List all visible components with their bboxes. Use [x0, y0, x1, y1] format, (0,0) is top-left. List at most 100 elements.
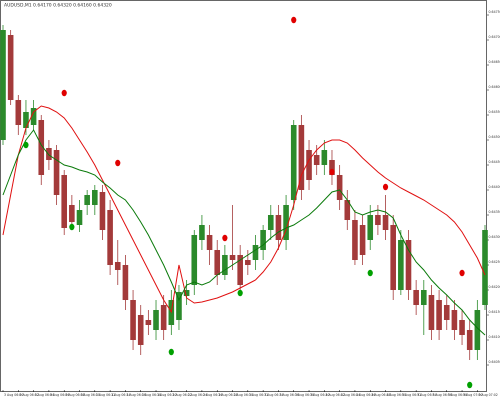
candle-body [69, 205, 75, 222]
x-tick-label: 3 Aug 06:06 [50, 393, 69, 397]
x-tick-label: 3 Aug 06:16 [126, 393, 145, 397]
candle-body [245, 260, 251, 265]
x-tick-label: 3 Aug 06:44 [341, 393, 360, 397]
candle-body [451, 310, 458, 330]
candle-body [176, 292, 182, 320]
candle-body [229, 255, 236, 260]
candle-body [321, 150, 328, 165]
candle-body [153, 310, 159, 330]
candle-body [260, 230, 266, 250]
x-tick-label: 3 Aug 07:02 [478, 393, 497, 397]
candle-body [474, 310, 481, 350]
candle-body [313, 155, 320, 165]
signal-dot [367, 269, 373, 277]
candle-body [114, 262, 121, 270]
x-tick-label: 3 Aug 06:34 [264, 393, 283, 397]
signal-dot [23, 141, 29, 149]
x-tick-label: 3 Aug 06:38 [295, 393, 314, 397]
signal-dot [222, 234, 228, 242]
candle-body [53, 150, 60, 195]
candle-body [329, 160, 335, 175]
x-tick-label: 3 Aug 06:02 [19, 393, 38, 397]
candle-body [398, 240, 404, 290]
candle-body [267, 215, 274, 230]
candle-body [298, 125, 305, 190]
candle-body [92, 190, 98, 205]
candle-body [145, 320, 152, 325]
candle-body [38, 120, 45, 175]
x-tick-label: 3 Aug 06:52 [402, 393, 421, 397]
candle-body [275, 215, 282, 240]
candle-body [183, 290, 190, 296]
signal-dot [291, 16, 297, 24]
x-tick-label: 3 Aug 06:46 [356, 393, 375, 397]
signal-dot [61, 89, 67, 97]
candle-body [283, 205, 289, 240]
candle-body [382, 215, 389, 230]
x-tick-label: 3 Aug 06:14 [111, 393, 130, 397]
candle-body [206, 235, 213, 250]
candle-body [130, 300, 136, 340]
x-tick-label: 3 Aug 06:12 [96, 393, 115, 397]
candle-body [390, 225, 396, 290]
candle-body [99, 192, 106, 230]
candle-body [122, 265, 129, 300]
x-tick-label: 3 Aug 06:32 [249, 393, 268, 397]
candle-body [359, 225, 366, 255]
x-tick-label: 3 Aug 06:40 [310, 393, 329, 397]
x-tick-label: 3 Aug 06:08 [65, 393, 84, 397]
y-tick-label: 0.64750 [489, 10, 500, 14]
x-tick-label: 3 Aug 06:24 [188, 393, 207, 397]
candle-body [7, 35, 14, 100]
x-tick-label: 3 Aug 07:00 [463, 393, 482, 397]
candle-body [344, 200, 351, 220]
candle-body [413, 290, 419, 305]
candle-body [84, 195, 90, 205]
x-tick-label: 3 Aug 06:42 [325, 393, 344, 397]
x-tick-label: 3 Aug 06:00 [4, 393, 23, 397]
candle-body [352, 220, 358, 260]
signal-dot [467, 381, 473, 389]
indicator-line [2, 105, 486, 314]
candle-body [436, 300, 442, 330]
candle-body [306, 150, 312, 180]
candle-body [107, 210, 113, 265]
signal-dot [69, 223, 75, 231]
candle-body [367, 215, 374, 240]
x-tick-label: 3 Aug 06:20 [157, 393, 176, 397]
candle-body [46, 148, 52, 160]
x-tick-label: 3 Aug 06:22 [172, 393, 191, 397]
x-tick-label: 3 Aug 06:48 [371, 393, 390, 397]
candle-body [459, 320, 465, 335]
x-tick-label: 3 Aug 06:36 [279, 393, 298, 397]
signal-dot [329, 168, 335, 176]
candle-body [405, 240, 412, 290]
chart-title: AUDUSD,M1 0.64170 0.64320 0.64160 0.6432… [4, 3, 112, 9]
candle-body [252, 245, 259, 260]
indicator-line [2, 129, 486, 336]
x-tick-label: 3 Aug 06:26 [203, 393, 222, 397]
candle-body [160, 305, 167, 330]
x-tick-label: 3 Aug 06:10 [81, 393, 100, 397]
candle-body [23, 112, 29, 128]
candle-body [375, 215, 381, 225]
candle-body [428, 295, 435, 330]
candle-body [137, 315, 144, 345]
signal-dot [168, 348, 174, 356]
signal-dot [115, 159, 121, 167]
candle-body [420, 290, 427, 305]
candle-body [290, 125, 297, 200]
candle-body [482, 230, 488, 305]
